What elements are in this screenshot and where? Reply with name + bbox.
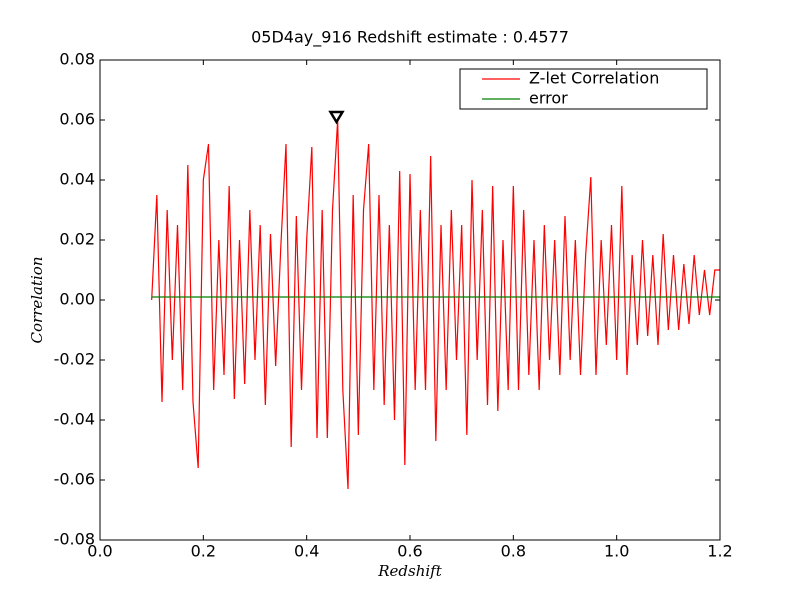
plot-frame xyxy=(99,59,721,541)
series-line xyxy=(151,119,720,490)
y-axis-label: Correlation xyxy=(28,257,46,344)
y-tick-label: 0.02 xyxy=(59,230,95,249)
peak-marker xyxy=(328,110,345,125)
y-tick-label: 0.08 xyxy=(59,50,95,69)
x-tick-label: 0.8 xyxy=(501,542,526,561)
x-tick-label: 0.6 xyxy=(397,542,422,561)
legend-box xyxy=(459,68,708,110)
chart-title: 05D4ay_916 Redshift estimate : 0.4577 xyxy=(251,28,569,48)
x-tick-label: 0.4 xyxy=(294,542,319,561)
x-axis-label: Redshift xyxy=(377,562,442,580)
y-tick-label: 0.00 xyxy=(59,290,95,309)
y-tick-label: 0.06 xyxy=(59,110,95,129)
y-tick-label: -0.08 xyxy=(54,530,95,549)
x-tick-label: 1.2 xyxy=(707,542,732,561)
legend-label: Z-let Correlation xyxy=(529,69,659,88)
y-tick-label: -0.04 xyxy=(54,410,95,429)
x-tick-label: 1.0 xyxy=(604,542,629,561)
y-tick-label: 0.04 xyxy=(59,170,95,189)
x-tick-label: 0.0 xyxy=(87,542,112,561)
x-tick-label: 0.2 xyxy=(191,542,216,561)
y-tick-label: -0.02 xyxy=(54,350,95,369)
y-tick-label: -0.06 xyxy=(54,470,95,489)
legend-label: error xyxy=(529,89,568,108)
